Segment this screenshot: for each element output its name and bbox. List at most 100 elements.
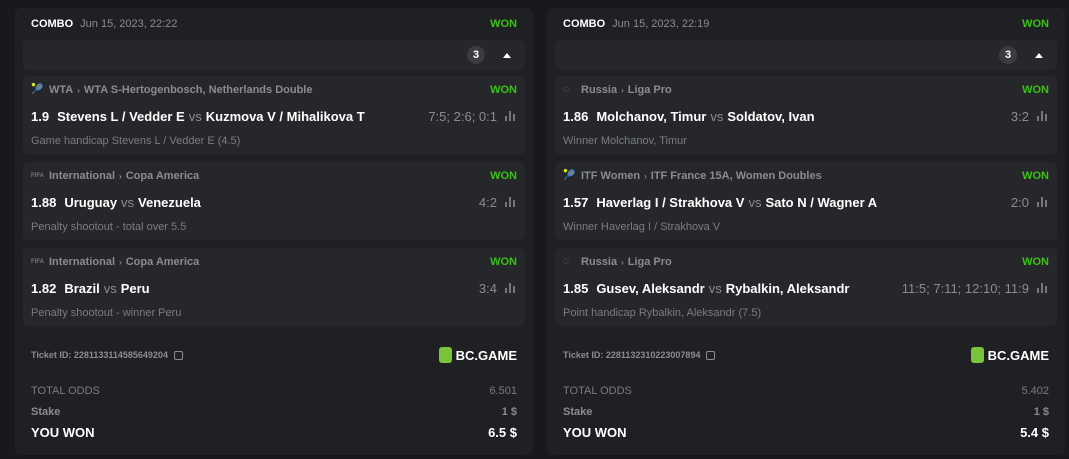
legs-count-badge: 3 bbox=[999, 46, 1017, 64]
home-team: Stevens L / Vedder E bbox=[57, 108, 185, 124]
leg-market: Winner Molchanov, Timur bbox=[563, 135, 687, 147]
away-team: Soldatov, Ivan bbox=[727, 108, 815, 124]
stats-icon[interactable] bbox=[1037, 197, 1047, 207]
leg-score: 4:2 bbox=[478, 194, 497, 210]
logo-mark-icon bbox=[970, 347, 984, 363]
stake-value: 1 $ bbox=[1033, 405, 1049, 418]
vs-label: vs bbox=[188, 108, 202, 124]
stats-icon[interactable] bbox=[1037, 283, 1047, 293]
leg-score: 3:2 bbox=[1010, 108, 1029, 124]
stake-label: Stake bbox=[563, 405, 593, 418]
leg-score: 3:4 bbox=[478, 280, 497, 296]
total-odds-value: 6.501 bbox=[489, 384, 517, 397]
logo-mark-icon bbox=[438, 347, 452, 363]
leg-odds: 1.57 bbox=[563, 194, 589, 210]
bet-leg: FIFA International › Copa America WON 1.8… bbox=[23, 248, 525, 326]
home-team: Brazil bbox=[64, 280, 100, 296]
away-team: Rybalkin, Aleksandr bbox=[725, 280, 850, 296]
vs-label: vs bbox=[748, 194, 762, 210]
chevron-right-icon: › bbox=[77, 85, 80, 95]
leg-status: WON bbox=[490, 170, 517, 182]
bet-date: Jun 15, 2023, 22:22 bbox=[80, 18, 178, 30]
bet-ticket-card: COMBO Jun 15, 2023, 22:19 WON 3 ◌ Russia… bbox=[547, 8, 1065, 455]
away-team: Sato N / Wagner A bbox=[765, 194, 878, 210]
leg-status: WON bbox=[1022, 84, 1049, 96]
leg-odds: 1.9 bbox=[31, 108, 50, 124]
chevron-right-icon: › bbox=[621, 257, 624, 267]
total-odds-value: 5.402 bbox=[1021, 384, 1049, 397]
leg-category: ITF Women bbox=[581, 170, 641, 182]
chevron-right-icon: › bbox=[644, 171, 647, 181]
leg-status: WON bbox=[1022, 170, 1049, 182]
leg-market: Game handicap Stevens L / Vedder E (4.5) bbox=[31, 135, 241, 147]
copy-icon[interactable] bbox=[706, 350, 716, 360]
leg-odds: 1.85 bbox=[563, 280, 589, 296]
legs-count-badge: 3 bbox=[467, 46, 485, 64]
away-team: Peru bbox=[120, 280, 150, 296]
leg-market: Point handicap Rybalkin, Aleksandr (7.5) bbox=[563, 307, 762, 319]
home-team: Molchanov, Timur bbox=[596, 108, 707, 124]
brand-name: BC.GAME bbox=[455, 347, 517, 363]
leg-market: Winner Haverlag I / Strakhova V bbox=[563, 221, 721, 233]
chevron-right-icon: › bbox=[119, 171, 122, 181]
you-won-label: YOU WON bbox=[563, 425, 627, 440]
vs-label: vs bbox=[710, 108, 724, 124]
bet-date: Jun 15, 2023, 22:19 bbox=[612, 18, 710, 30]
leg-tournament: Liga Pro bbox=[627, 256, 672, 268]
leg-tournament: ITF France 15A, Women Doubles bbox=[650, 170, 822, 182]
stats-icon[interactable] bbox=[1037, 111, 1047, 121]
ticket-id: Ticket ID: 2281133114585649204 bbox=[31, 350, 168, 360]
bet-type: COMBO bbox=[31, 18, 74, 30]
caret-up-icon[interactable] bbox=[1035, 52, 1043, 58]
leg-odds: 1.88 bbox=[31, 194, 57, 210]
leg-category: International bbox=[49, 170, 116, 182]
total-odds-label: TOTAL ODDS bbox=[31, 384, 100, 397]
bet-leg: FIFA International › Copa America WON 1.8… bbox=[23, 162, 525, 240]
table-tennis-icon: ◌ bbox=[563, 256, 569, 267]
away-team: Venezuela bbox=[138, 194, 201, 210]
chevron-right-icon: › bbox=[119, 257, 122, 267]
leg-tournament: Copa America bbox=[125, 256, 200, 268]
tennis-icon: 🎾 bbox=[31, 84, 44, 95]
legs-toggle-bar[interactable]: 3 bbox=[555, 40, 1057, 70]
brand-name: BC.GAME bbox=[987, 347, 1049, 363]
you-won-value: 5.4 $ bbox=[1020, 425, 1049, 440]
stats-icon[interactable] bbox=[505, 283, 515, 293]
copy-icon[interactable] bbox=[173, 350, 183, 360]
bc-game-logo: BC.GAME bbox=[970, 347, 1049, 363]
total-odds-label: TOTAL ODDS bbox=[563, 384, 632, 397]
ticket-status: WON bbox=[490, 18, 517, 30]
leg-status: WON bbox=[490, 256, 517, 268]
table-tennis-icon: ◌ bbox=[563, 84, 569, 95]
stats-icon[interactable] bbox=[505, 111, 515, 121]
caret-up-icon[interactable] bbox=[503, 52, 511, 58]
leg-score: 11:5; 7:11; 12:10; 11:9 bbox=[901, 280, 1029, 296]
chevron-right-icon: › bbox=[621, 85, 624, 95]
bet-type: COMBO bbox=[563, 18, 606, 30]
ticket-status: WON bbox=[1022, 18, 1049, 30]
home-team: Uruguay bbox=[64, 194, 118, 210]
leg-odds: 1.86 bbox=[563, 108, 589, 124]
you-won-value: 6.5 $ bbox=[488, 425, 517, 440]
vs-label: vs bbox=[708, 280, 722, 296]
leg-tournament: WTA S-Hertogenbosch, Netherlands Double bbox=[83, 84, 313, 96]
leg-odds: 1.82 bbox=[31, 280, 57, 296]
leg-tournament: Liga Pro bbox=[627, 84, 672, 96]
leg-market: Penalty shootout - total over 5.5 bbox=[31, 221, 187, 233]
stats-icon[interactable] bbox=[505, 197, 515, 207]
leg-status: WON bbox=[490, 84, 517, 96]
leg-category: WTA bbox=[49, 84, 74, 96]
leg-category: Russia bbox=[581, 84, 618, 96]
stake-value: 1 $ bbox=[501, 405, 517, 418]
legs-toggle-bar[interactable]: 3 bbox=[23, 40, 525, 70]
bet-leg: ◌ Russia › Liga Pro WON 1.86 Molchanov, T… bbox=[555, 76, 1057, 154]
leg-tournament: Copa America bbox=[125, 170, 200, 182]
fifa-icon: FIFA bbox=[31, 259, 44, 265]
bet-ticket-card: COMBO Jun 15, 2023, 22:22 WON 3 🎾 WTA › W… bbox=[15, 8, 533, 455]
bc-game-logo: BC.GAME bbox=[438, 347, 517, 363]
home-team: Gusev, Aleksandr bbox=[596, 280, 705, 296]
home-team: Haverlag I / Strakhova V bbox=[596, 194, 745, 210]
bet-leg: 🎾 ITF Women › ITF France 15A, Women Doubl… bbox=[555, 162, 1057, 240]
ticket-id: Ticket ID: 2281132310223007894 bbox=[563, 350, 701, 360]
you-won-label: YOU WON bbox=[31, 425, 95, 440]
